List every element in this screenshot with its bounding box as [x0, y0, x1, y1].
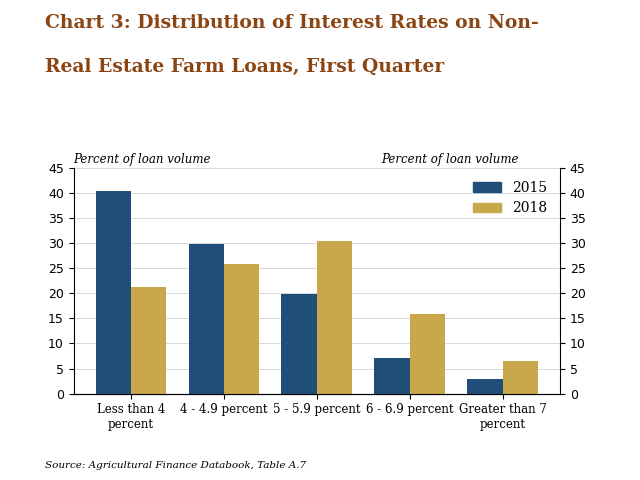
Legend: 2015, 2018: 2015, 2018	[468, 175, 553, 221]
Bar	[131, 288, 166, 394]
Bar	[96, 191, 131, 394]
Bar	[467, 379, 502, 394]
Text: Source: Agricultural Finance Databook, Table A.7: Source: Agricultural Finance Databook, T…	[45, 461, 306, 470]
Bar	[282, 294, 317, 394]
Text: Percent of loan volume: Percent of loan volume	[74, 153, 211, 166]
Bar	[410, 314, 445, 394]
Text: Chart 3: Distribution of Interest Rates on Non-: Chart 3: Distribution of Interest Rates …	[45, 14, 538, 33]
Bar	[189, 244, 224, 394]
Text: Real Estate Farm Loans, First Quarter: Real Estate Farm Loans, First Quarter	[45, 58, 444, 76]
Text: Percent of loan volume: Percent of loan volume	[381, 153, 518, 166]
Bar	[374, 358, 410, 394]
Bar	[224, 264, 259, 394]
Bar	[502, 361, 538, 394]
Bar	[317, 240, 352, 394]
